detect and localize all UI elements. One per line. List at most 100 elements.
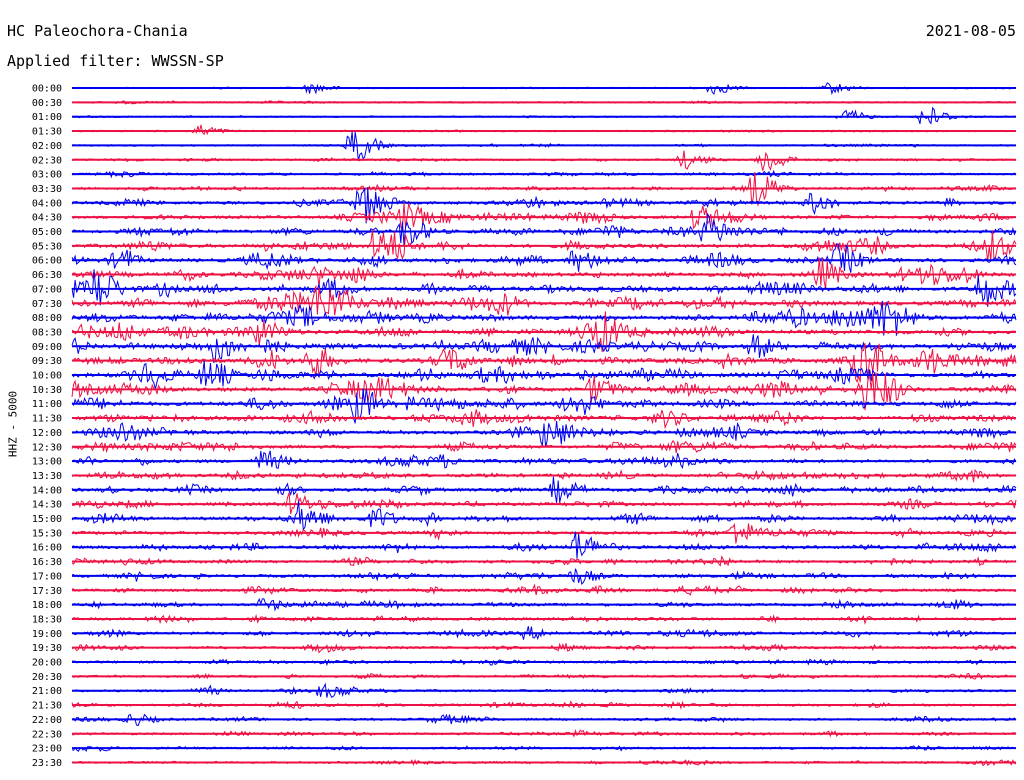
trace-row-1230 (71, 439, 1017, 454)
time-tick-label: 00:30 (32, 98, 62, 109)
trace-row-2030 (71, 672, 1017, 680)
trace-row-1600 (71, 531, 1017, 559)
trace-row-2300 (71, 745, 1016, 753)
trace-row-0130 (71, 124, 1017, 136)
trace-row-0100 (71, 106, 1017, 125)
time-tick-label: 23:30 (32, 758, 62, 769)
trace-row-0330 (71, 171, 1017, 207)
trace-row-0530 (71, 229, 1017, 262)
trace-row-0430 (71, 202, 1017, 232)
time-tick-label: 01:30 (32, 127, 62, 138)
time-tick-label: 12:30 (32, 442, 62, 453)
time-tick-label: 10:30 (32, 385, 62, 396)
time-tick-label: 13:30 (32, 471, 62, 482)
trace-row-2330 (71, 758, 1017, 767)
time-tick-label: 05:30 (32, 241, 62, 252)
trace-group (71, 82, 1017, 767)
trace-row-0730 (71, 285, 1017, 316)
trace-row-2230 (71, 729, 1017, 738)
time-tick-label: 08:00 (32, 313, 62, 324)
trace-row-1100 (71, 388, 1017, 424)
trace-row-1400 (71, 476, 1017, 503)
filter-label: Applied filter: WWSSN-SP (7, 52, 224, 70)
trace-row-0830 (71, 311, 1017, 352)
trace-row-1300 (71, 450, 1017, 469)
time-tick-label: 08:30 (32, 327, 62, 338)
trace-row-1630 (71, 555, 1017, 567)
trace-row-0630 (71, 257, 1017, 290)
time-tick-label: 15:00 (32, 514, 62, 525)
time-tick-label: 09:00 (32, 342, 62, 353)
time-tick-label: 21:00 (32, 686, 62, 697)
time-tick-label: 03:00 (32, 170, 62, 181)
time-tick-label: 11:00 (32, 399, 62, 410)
time-tick-label: 05:00 (32, 227, 62, 238)
trace-row-0000 (71, 82, 1017, 96)
trace-row-1800 (71, 597, 1017, 612)
time-tick-label: 15:30 (32, 528, 62, 539)
trace-row-1130 (71, 409, 1017, 430)
time-tick-label: 01:00 (32, 112, 62, 123)
time-tick-label: 12:00 (32, 428, 62, 439)
time-tick-label: 20:00 (32, 658, 62, 669)
trace-row-1730 (71, 583, 1017, 596)
time-tick-label: 18:00 (32, 600, 62, 611)
station-title: HC Paleochora-Chania (7, 22, 188, 40)
trace-row-0030 (71, 100, 1017, 105)
trace-row-1000 (71, 360, 1017, 390)
trace-row-1700 (71, 568, 1017, 586)
time-tick-label: 22:00 (32, 715, 62, 726)
trace-row-0300 (71, 169, 1017, 179)
time-tick-label: 09:30 (32, 356, 62, 367)
time-tick-label: 16:30 (32, 557, 62, 568)
trace-row-1430 (71, 492, 1017, 515)
time-tick-label: 19:30 (32, 643, 62, 654)
time-tick-label: 17:30 (32, 586, 62, 597)
time-tick-label: 19:00 (32, 629, 62, 640)
time-tick-label: 10:00 (32, 371, 62, 382)
trace-row-0400 (71, 187, 1017, 224)
time-tick-label: 06:00 (32, 256, 62, 267)
time-tick-label: 04:00 (32, 198, 62, 209)
trace-row-1030 (71, 372, 1017, 411)
trace-row-2200 (71, 713, 1017, 727)
trace-row-0200 (71, 131, 1017, 162)
time-tick-label: 17:00 (32, 571, 62, 582)
time-tick-label: 07:30 (32, 299, 62, 310)
trace-row-1530 (71, 522, 1017, 544)
trace-row-2100 (71, 682, 1017, 698)
time-tick-label: 18:30 (32, 614, 62, 625)
trace-row-2130 (71, 700, 1017, 710)
time-tick-label: 14:00 (32, 485, 62, 496)
time-tick-label: 22:30 (32, 729, 62, 740)
trace-row-0500 (71, 212, 1017, 246)
trace-row-0700 (71, 269, 1017, 307)
date-label: 2021-08-05 (925, 22, 1016, 40)
trace-row-0800 (71, 300, 1017, 336)
trace-row-1330 (71, 468, 1017, 483)
time-tick-label: 14:30 (32, 500, 62, 511)
time-tick-label: 23:00 (32, 744, 62, 755)
trace-row-1200 (71, 420, 1017, 448)
time-tick-label: 13:00 (32, 457, 62, 468)
trace-row-0900 (71, 334, 1017, 363)
trace-row-0230 (71, 150, 1017, 171)
time-tick-label: 07:00 (32, 284, 62, 295)
time-tick-label: 06:30 (32, 270, 62, 281)
time-tick-label: 11:30 (32, 414, 62, 425)
time-tick-label: 00:00 (32, 84, 62, 95)
time-tick-group: 00:00 00:30 01:00 01:30 02:00 02:30 03:00 03:30… (32, 84, 62, 769)
time-tick-label: 21:30 (32, 701, 62, 712)
time-tick-label: 20:30 (32, 672, 62, 683)
trace-row-0600 (71, 243, 1017, 273)
time-tick-label: 03:30 (32, 184, 62, 195)
trace-row-1830 (71, 613, 1017, 626)
time-tick-label: 16:00 (32, 543, 62, 554)
trace-row-1500 (71, 500, 1017, 531)
trace-row-2000 (71, 658, 1017, 667)
time-tick-label: 04:30 (32, 213, 62, 224)
trace-row-1930 (71, 642, 1017, 654)
time-tick-label: 02:00 (32, 141, 62, 152)
trace-row-1900 (71, 626, 1017, 641)
